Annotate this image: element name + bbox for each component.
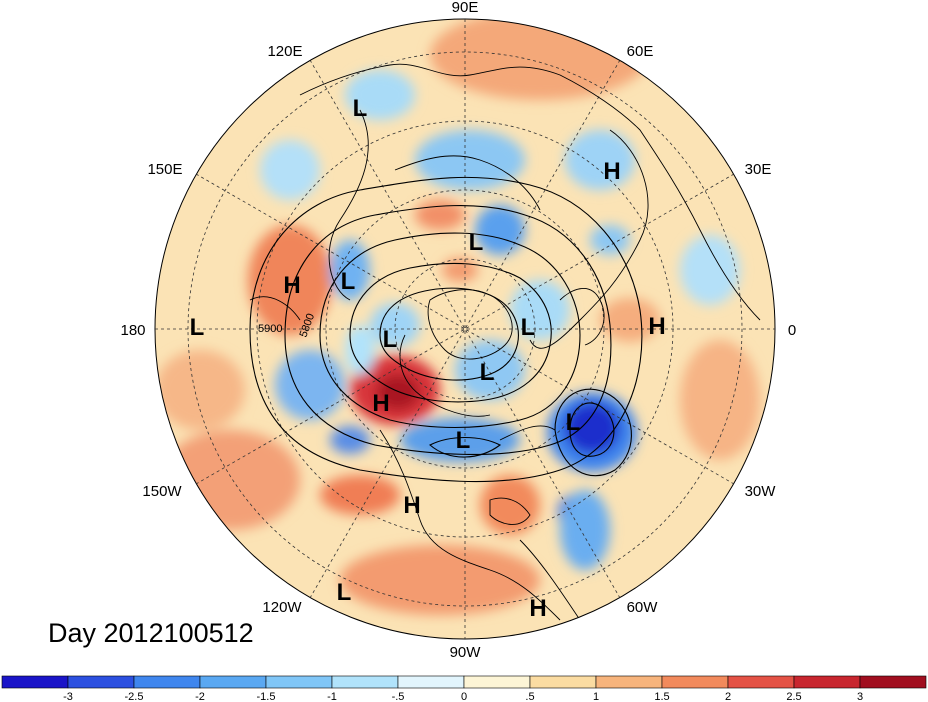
colorbar-swatch bbox=[793, 675, 861, 689]
pressure-center-low: L bbox=[353, 95, 368, 122]
lon-label-120w: 120W bbox=[262, 599, 302, 616]
colorbar-tick-label: 0 bbox=[461, 691, 467, 702]
colorbar-tick-label: 1 bbox=[593, 691, 599, 702]
colorbar-tick-label: 2.5 bbox=[786, 691, 801, 702]
pressure-center-low: L bbox=[521, 314, 536, 341]
lon-label-60w: 60W bbox=[627, 599, 659, 616]
colorbar-swatch bbox=[265, 675, 333, 689]
lon-label-180: 180 bbox=[120, 322, 145, 339]
colorbar-swatch bbox=[463, 675, 531, 689]
colorbar-swatch bbox=[133, 675, 201, 689]
colorbar-swatch bbox=[595, 675, 663, 689]
pressure-center-high: H bbox=[283, 272, 300, 299]
colorbar-swatch bbox=[199, 675, 267, 689]
colorbar-tick-label: -1 bbox=[327, 691, 337, 702]
pressure-center-low: L bbox=[566, 409, 581, 436]
colorbar-tick-label: -2 bbox=[195, 691, 205, 702]
pressure-center-low: L bbox=[480, 359, 495, 386]
colorbar-tick-label: -1.5 bbox=[257, 691, 276, 702]
pressure-center-high: H bbox=[403, 492, 420, 519]
colorbar-swatch bbox=[67, 675, 135, 689]
pressure-center-low: L bbox=[341, 268, 356, 295]
colorbar-swatch bbox=[727, 675, 795, 689]
pressure-center-low: L bbox=[190, 314, 205, 341]
colorbar-tick-label: 2 bbox=[725, 691, 731, 702]
colorbar-swatch bbox=[859, 675, 927, 689]
lon-label-150e: 150E bbox=[147, 161, 182, 178]
contour-label-5900: 5900 bbox=[258, 323, 282, 335]
lon-label-120e: 120E bbox=[267, 43, 302, 60]
colorbar-tick-label: 1.5 bbox=[654, 691, 669, 702]
pressure-center-high: H bbox=[529, 595, 546, 622]
pressure-center-low: L bbox=[469, 229, 484, 256]
colorbar-tick-label: -2.5 bbox=[125, 691, 144, 702]
lon-label-90e: 90E bbox=[452, 0, 479, 16]
lon-label-30w: 30W bbox=[745, 483, 777, 500]
pressure-center-low: L bbox=[383, 326, 398, 353]
colorbar-swatch bbox=[529, 675, 597, 689]
pressure-center-low: L bbox=[337, 579, 352, 606]
lon-label-90w: 90W bbox=[450, 644, 482, 661]
colorbar-tick-label: -.5 bbox=[392, 691, 405, 702]
pressure-center-high: H bbox=[603, 158, 620, 185]
colorbar-tick-label: -3 bbox=[63, 691, 73, 702]
colorbar-swatch bbox=[397, 675, 465, 689]
lon-label-30e: 30E bbox=[745, 161, 772, 178]
height-contours bbox=[249, 176, 643, 483]
pressure-center-high: H bbox=[648, 313, 665, 340]
lon-label-0: 0 bbox=[788, 322, 796, 339]
lon-label-150w: 150W bbox=[142, 483, 182, 500]
day-label: Day 2012100512 bbox=[48, 618, 254, 648]
pressure-centers: L H L L H L H L L L L H H L L H bbox=[190, 95, 666, 622]
colorbar-tick-label: 3 bbox=[857, 691, 863, 702]
lon-label-60e: 60E bbox=[627, 43, 654, 60]
graticule bbox=[155, 19, 775, 639]
colorbar-swatch bbox=[1, 675, 69, 689]
colorbar-swatch bbox=[331, 675, 399, 689]
pressure-center-high: H bbox=[372, 390, 389, 417]
pressure-center-low: L bbox=[456, 427, 471, 454]
colorbar-tick-label: .5 bbox=[525, 691, 534, 702]
colorbar: -3 -2.5 -2 -1.5 -1 -.5 0 .5 1 1.5 2 2.5 3 bbox=[1, 675, 927, 702]
colorbar-swatch bbox=[661, 675, 729, 689]
